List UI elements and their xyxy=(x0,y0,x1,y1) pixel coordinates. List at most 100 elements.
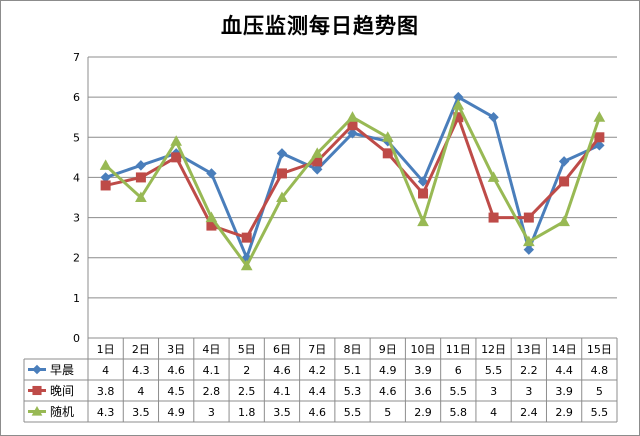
series-2-point xyxy=(559,176,570,187)
legend-series-name: 早晨 xyxy=(50,363,74,377)
y-tick-label: 7 xyxy=(73,51,80,64)
legend-key-marker xyxy=(32,385,42,396)
y-tick-label: 4 xyxy=(73,171,80,184)
table-value: 4.3 xyxy=(132,364,150,377)
y-tick-label: 5 xyxy=(73,131,80,144)
table-value: 4.2 xyxy=(308,364,326,377)
y-tick-label: 6 xyxy=(73,91,80,104)
x-category-label: 13日 xyxy=(516,343,541,356)
series-1-point xyxy=(594,140,605,151)
x-category-label: 10日 xyxy=(411,343,436,356)
table-value: 4 xyxy=(490,406,497,419)
series-3-point xyxy=(240,259,253,271)
series-1-point xyxy=(347,128,358,139)
table-value: 2 xyxy=(243,364,250,377)
series-3-point xyxy=(417,215,429,227)
series-3-point xyxy=(135,191,147,202)
table-value: 4.4 xyxy=(555,364,573,377)
series-2-point xyxy=(418,188,429,199)
table-value: 4.3 xyxy=(97,406,115,419)
table-value: 1.8 xyxy=(238,406,256,419)
series-3-point xyxy=(522,235,535,247)
series-2-point xyxy=(135,172,146,183)
series-3-point xyxy=(593,111,606,122)
table-value: 2.8 xyxy=(203,385,221,398)
legend-series-name: 晚间 xyxy=(50,384,74,398)
series-3-point xyxy=(170,135,183,146)
table-value: 3 xyxy=(208,406,215,419)
legend-key-marker xyxy=(32,364,42,375)
table-value: 5 xyxy=(596,385,603,398)
series-3-point xyxy=(381,131,394,142)
series-2-point xyxy=(382,148,393,159)
x-category-label: 1日 xyxy=(97,343,115,356)
legend-series-name: 随机 xyxy=(50,404,74,419)
table-value: 4.6 xyxy=(273,364,291,377)
y-tick-label: 2 xyxy=(73,252,80,265)
series-1-point xyxy=(558,156,570,167)
table-value: 4.6 xyxy=(167,364,185,377)
series-2-point xyxy=(241,232,252,243)
x-category-label: 14日 xyxy=(552,343,577,356)
x-category-label: 12日 xyxy=(481,343,506,356)
series-2-point xyxy=(523,212,534,223)
y-tick-label: 1 xyxy=(73,292,80,305)
series-3-point xyxy=(205,211,218,223)
table-value: 3 xyxy=(525,385,532,398)
series-1-point xyxy=(135,160,147,171)
table-value: 2.9 xyxy=(414,406,432,419)
x-category-label: 15日 xyxy=(587,343,612,356)
series-1-point xyxy=(488,112,499,123)
table-value: 4.9 xyxy=(167,406,185,419)
series-3-point xyxy=(276,191,288,202)
x-category-label: 3日 xyxy=(167,343,185,356)
table-value: 3.5 xyxy=(273,406,291,419)
series-2-point xyxy=(488,212,499,223)
series-3-point xyxy=(311,147,324,158)
series-3-point xyxy=(346,111,359,122)
x-category-label: 11日 xyxy=(446,343,471,356)
table-value: 2.9 xyxy=(555,406,573,419)
series-1-point xyxy=(417,176,429,187)
x-category-label: 2日 xyxy=(132,343,150,356)
table-value: 4 xyxy=(102,364,109,377)
table-value: 4 xyxy=(137,385,144,398)
x-category-label: 5日 xyxy=(238,343,256,356)
table-value: 5.1 xyxy=(344,364,362,377)
series-3-point xyxy=(452,99,465,110)
x-category-label: 9日 xyxy=(379,343,397,356)
x-category-label: 6日 xyxy=(273,343,291,356)
table-value: 4.4 xyxy=(308,385,326,398)
table-value: 5.5 xyxy=(450,385,468,398)
table-value: 4.6 xyxy=(379,385,397,398)
series-1-point xyxy=(276,148,288,159)
series-1-point xyxy=(312,164,323,175)
series-3-point xyxy=(558,215,570,227)
table-value: 4.1 xyxy=(203,364,221,377)
table-value: 4.6 xyxy=(308,406,326,419)
y-tick-label: 0 xyxy=(73,332,80,345)
table-value: 4.8 xyxy=(591,364,609,377)
table-value: 4.9 xyxy=(379,364,397,377)
table-value: 3 xyxy=(490,385,497,398)
series-2-point xyxy=(171,152,182,163)
y-tick-label: 3 xyxy=(73,212,80,225)
x-category-label: 8日 xyxy=(344,343,362,356)
series-3-point xyxy=(487,171,500,182)
series-2-point xyxy=(276,168,287,179)
table-value: 5.5 xyxy=(485,364,503,377)
series-1-point xyxy=(523,244,535,255)
table-value: 5.8 xyxy=(450,406,468,419)
x-category-label: 7日 xyxy=(308,343,326,356)
x-category-label: 4日 xyxy=(202,343,220,356)
series-1-point xyxy=(206,168,217,179)
table-value: 5.5 xyxy=(344,406,362,419)
table-value: 5 xyxy=(384,406,391,419)
table-value: 6 xyxy=(455,364,462,377)
table-value: 2.4 xyxy=(520,406,538,419)
table-value: 4.1 xyxy=(273,385,291,398)
table-value: 5.3 xyxy=(344,385,362,398)
table-value: 3.5 xyxy=(132,406,150,419)
table-value: 3.9 xyxy=(555,385,573,398)
